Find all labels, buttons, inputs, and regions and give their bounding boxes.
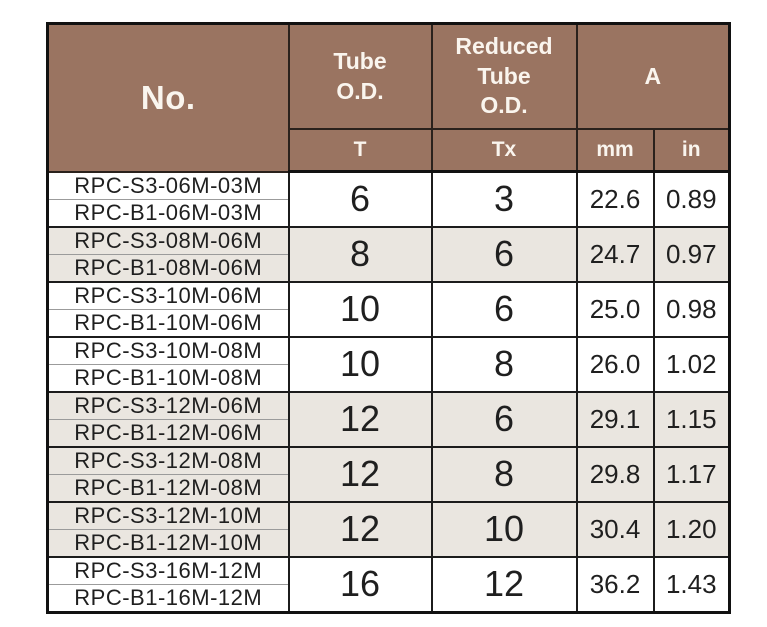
- reduced-tube-od-value: 8: [430, 335, 578, 392]
- dimension-a-mm-value: 30.4: [575, 500, 655, 557]
- part-number-primary: RPC-S3-06M-03M: [46, 170, 290, 199]
- dimension-a-mm-value: 29.1: [575, 390, 655, 447]
- dimension-a-mm-value: 24.7: [575, 225, 655, 282]
- table-row: RPC-S3-12M-10M 12 10 30.4 1.20: [46, 500, 731, 557]
- part-number-secondary: RPC-B1-10M-06M: [46, 308, 290, 337]
- dimension-a-in-value: 1.15: [652, 390, 731, 447]
- tube-od-value: 8: [287, 225, 433, 282]
- part-number-secondary: RPC-B1-16M-12M: [46, 583, 290, 612]
- tube-od-value: 10: [287, 280, 433, 337]
- part-number-secondary: RPC-B1-12M-08M: [46, 473, 290, 502]
- dimension-a-in-value: 0.98: [652, 280, 731, 337]
- column-header-no: No.: [46, 22, 290, 173]
- spec-table-body: RPC-S3-06M-03M 6 3 22.6 0.89 RPC-B1-06M-…: [46, 170, 731, 612]
- dimension-a-in-value: 1.02: [652, 335, 731, 392]
- table-row: RPC-B1-12M-10M: [46, 528, 730, 557]
- part-number-primary: RPC-S3-12M-06M: [46, 390, 290, 419]
- part-number-primary: RPC-S3-08M-06M: [46, 225, 290, 254]
- reduced-tube-od-value: 6: [430, 225, 578, 282]
- part-number-secondary: RPC-B1-10M-08M: [46, 363, 290, 392]
- dimension-a-mm-value: 29.8: [575, 445, 655, 502]
- reduced-tube-od-value: 3: [430, 170, 578, 227]
- table-row: RPC-B1-12M-06M: [46, 418, 730, 447]
- part-number-secondary: RPC-B1-06M-03M: [46, 198, 290, 227]
- table-row: RPC-B1-10M-06M: [46, 308, 730, 337]
- table-row: RPC-S3-10M-08M 10 8 26.0 1.02: [46, 335, 731, 392]
- part-number-secondary: RPC-B1-08M-06M: [46, 253, 290, 282]
- dimension-a-in-value: 1.43: [652, 555, 731, 612]
- column-header-tube-od: Tube O.D.: [287, 22, 433, 130]
- tube-od-value: 12: [287, 445, 433, 502]
- table-row: RPC-B1-10M-08M: [46, 363, 730, 392]
- subcolumn-header-t: T: [287, 128, 433, 173]
- part-number-primary: RPC-S3-12M-08M: [46, 445, 290, 474]
- dimension-a-in-value: 1.20: [652, 500, 731, 557]
- part-number-primary: RPC-S3-10M-08M: [46, 335, 290, 364]
- reduced-tube-od-value: 10: [430, 500, 578, 557]
- part-number-secondary: RPC-B1-12M-10M: [46, 528, 290, 557]
- spec-table-header: No. Tube O.D. Reduced Tube O.D. A T Tx m…: [46, 22, 731, 173]
- table-row: RPC-B1-12M-08M: [46, 473, 730, 502]
- subcolumn-header-mm: mm: [575, 128, 655, 173]
- part-number-primary: RPC-S3-12M-10M: [46, 500, 290, 529]
- spec-table: No. Tube O.D. Reduced Tube O.D. A T Tx m…: [46, 22, 731, 614]
- table-row: RPC-B1-08M-06M: [46, 253, 730, 282]
- reduced-tube-od-value: 6: [430, 280, 578, 337]
- part-number-primary: RPC-S3-16M-12M: [46, 555, 290, 584]
- table-row: RPC-S3-16M-12M 16 12 36.2 1.43: [46, 555, 731, 612]
- part-number-secondary: RPC-B1-12M-06M: [46, 418, 290, 447]
- tube-od-value: 16: [287, 555, 433, 612]
- tube-od-value: 6: [287, 170, 433, 227]
- table-row: RPC-B1-16M-12M: [46, 583, 730, 612]
- tube-od-value: 12: [287, 500, 433, 557]
- dimension-a-in-value: 0.97: [652, 225, 731, 282]
- reduced-tube-od-value: 8: [430, 445, 578, 502]
- reduced-tube-od-value: 6: [430, 390, 578, 447]
- table-row: RPC-S3-08M-06M 8 6 24.7 0.97: [46, 225, 731, 282]
- dimension-a-in-value: 0.89: [652, 170, 731, 227]
- part-number-primary: RPC-S3-10M-06M: [46, 280, 290, 309]
- dimension-a-mm-value: 25.0: [575, 280, 655, 337]
- dimension-a-mm-value: 36.2: [575, 555, 655, 612]
- dimension-a-mm-value: 22.6: [575, 170, 655, 227]
- subcolumn-header-in: in: [652, 128, 731, 173]
- table-row: RPC-B1-06M-03M: [46, 198, 730, 227]
- tube-od-value: 10: [287, 335, 433, 392]
- table-row: RPC-S3-10M-06M 10 6 25.0 0.98: [46, 280, 731, 337]
- table-row: RPC-S3-12M-06M 12 6 29.1 1.15: [46, 390, 731, 447]
- column-header-reduced-tube-od: Reduced Tube O.D.: [430, 22, 578, 130]
- table-row: RPC-S3-06M-03M 6 3 22.6 0.89: [46, 170, 731, 227]
- table-row: RPC-S3-12M-08M 12 8 29.8 1.17: [46, 445, 731, 502]
- reduced-tube-od-value: 12: [430, 555, 578, 612]
- column-header-a: A: [575, 22, 731, 130]
- dimension-a-in-value: 1.17: [652, 445, 731, 502]
- tube-od-value: 12: [287, 390, 433, 447]
- dimension-a-mm-value: 26.0: [575, 335, 655, 392]
- subcolumn-header-tx: Tx: [430, 128, 578, 173]
